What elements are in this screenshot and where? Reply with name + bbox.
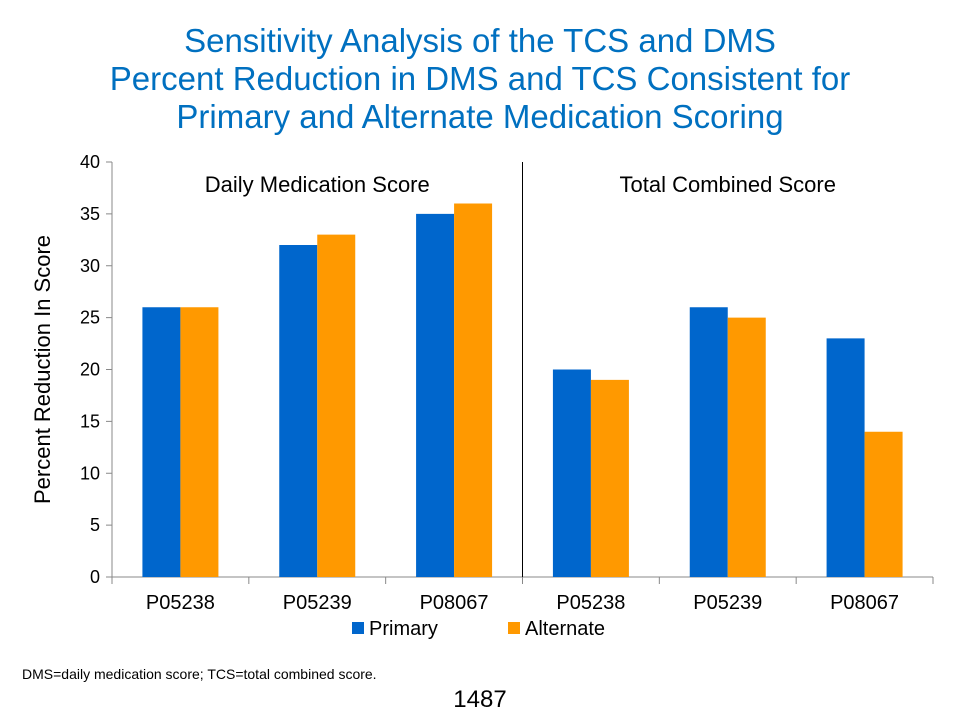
y-tick-label: 40 [80, 152, 100, 172]
legend-swatch-primary [352, 622, 364, 634]
bar-alternate [590, 379, 629, 577]
bar-primary [142, 307, 181, 577]
y-axis-label: Percent Reduction In Score [30, 235, 55, 504]
y-tick-label: 10 [80, 463, 100, 483]
title-line-3: Primary and Alternate Medication Scoring [176, 98, 784, 135]
page-number: 1487 [453, 686, 507, 713]
x-tick-label: P05239 [283, 592, 352, 614]
y-tick-label: 0 [90, 567, 100, 587]
title-line-2: Percent Reduction in DMS and TCS Consist… [109, 60, 851, 97]
bar-chart: 0 5 10 15 20 25 30 35 40 Percent Reduction In Sco… [30, 152, 934, 640]
x-tick-label: P08067 [420, 592, 489, 614]
y-tick-label: 20 [80, 360, 100, 380]
bar-primary [552, 369, 591, 577]
y-tick-label: 5 [90, 515, 100, 535]
x-tick-label: P05238 [146, 592, 215, 614]
bar-alternate [727, 317, 766, 577]
legend-label-alternate: Alternate [525, 618, 605, 640]
bar-alternate [864, 431, 903, 577]
bar-alternate [317, 234, 356, 577]
x-tick-label: P05239 [693, 592, 762, 614]
legend-label-primary: Primary [369, 618, 438, 640]
y-tick-label: 35 [80, 204, 100, 224]
bar-primary [689, 307, 728, 577]
bar-primary [279, 245, 318, 577]
group-label: Total Combined Score [620, 172, 836, 197]
y-tick-label: 25 [80, 308, 100, 328]
chart-title: Sensitivity Analysis of the TCS and DMS … [0, 22, 960, 136]
legend-swatch-alternate [508, 622, 520, 634]
bar-alternate [454, 203, 493, 577]
bar-primary [826, 338, 865, 577]
bar-primary [416, 213, 455, 577]
x-tick-label: P05238 [556, 592, 625, 614]
y-tick-label: 30 [80, 256, 100, 276]
y-tick-label: 15 [80, 411, 100, 431]
x-tick-label: P08067 [830, 592, 899, 614]
bar-alternate [180, 307, 219, 577]
title-line-1: Sensitivity Analysis of the TCS and DMS [184, 22, 776, 59]
group-label: Daily Medication Score [205, 172, 430, 197]
footnote: DMS=daily medication score; TCS=total co… [22, 666, 377, 682]
